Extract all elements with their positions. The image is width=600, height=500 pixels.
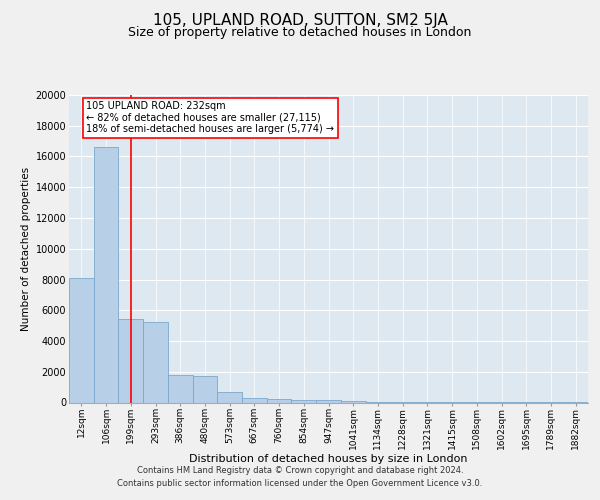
Y-axis label: Number of detached properties: Number of detached properties (22, 166, 31, 331)
Bar (316, 400, 341, 402)
Bar (94, 148, 118, 402)
Text: Size of property relative to detached houses in London: Size of property relative to detached ho… (128, 26, 472, 39)
Bar (341, 401, 365, 402)
Bar (118, 320, 143, 402)
Text: Contains HM Land Registry data © Crown copyright and database right 2024.
Contai: Contains HM Land Registry data © Crown c… (118, 466, 482, 487)
Bar (242, 398, 267, 402)
Bar (69, 278, 94, 402)
X-axis label: Distribution of detached houses by size in London: Distribution of detached houses by size … (189, 454, 468, 464)
Text: 105, UPLAND ROAD, SUTTON, SM2 5JA: 105, UPLAND ROAD, SUTTON, SM2 5JA (152, 12, 448, 28)
Text: 105 UPLAND ROAD: 232sqm
← 82% of detached houses are smaller (27,115)
18% of sem: 105 UPLAND ROAD: 232sqm ← 82% of detache… (86, 101, 334, 134)
Bar (267, 398, 292, 402)
Bar (168, 375, 193, 402)
Bar (292, 400, 316, 402)
Bar (217, 392, 242, 402)
Bar (193, 376, 217, 402)
Bar (143, 322, 168, 402)
